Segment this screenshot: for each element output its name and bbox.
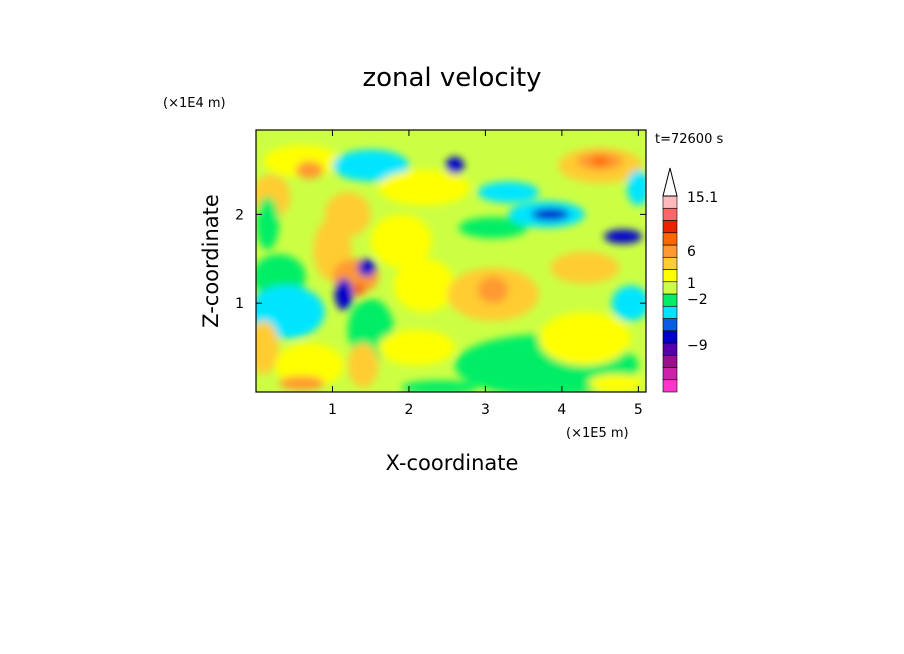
field-region (538, 312, 631, 366)
field-region (458, 217, 528, 239)
colorbar: 15.1 6 1−2 −9 (662, 167, 718, 393)
field-region (275, 343, 344, 388)
field-region (603, 229, 643, 244)
y-scale-note: (×1E4 m) (163, 96, 226, 111)
chart-title: zonal velocity (362, 63, 541, 93)
y-tick-label: 1 (235, 296, 244, 312)
field-region (378, 169, 471, 206)
field-region (256, 320, 279, 375)
colorbar-extend-arrow (662, 167, 678, 197)
colorbar-label: 15.1 (687, 190, 718, 206)
x-tick-label: 2 (404, 402, 413, 418)
x-axis-label: X-coordinate (386, 451, 519, 475)
x-tick-label: 1 (328, 402, 337, 418)
y-axis-label: Z-coordinate (199, 194, 223, 328)
field-region (477, 276, 509, 304)
colorbar-segment (662, 256, 678, 270)
field-region (393, 258, 455, 313)
colorbar-segment (662, 318, 678, 332)
field-region (550, 251, 620, 284)
colorbar-segment (662, 269, 678, 283)
colorbar-segment (662, 220, 678, 234)
x-tick-label: 5 (634, 402, 643, 418)
field-region (445, 156, 464, 175)
plot-frame (255, 129, 647, 393)
field-region (256, 196, 279, 250)
y-axis-ticks: 12 (235, 207, 646, 312)
colorbar-segment (662, 244, 678, 258)
colorbar-label: 1 (687, 276, 696, 292)
field-region (378, 329, 455, 366)
colorbar-segment (662, 195, 678, 209)
x-tick-label: 3 (481, 402, 490, 418)
field-region (611, 285, 646, 321)
colorbar-segment (662, 354, 678, 368)
colorbar-segment (662, 367, 678, 381)
field-region (588, 374, 643, 392)
colorbar-segment (662, 207, 678, 221)
colorbar-segment (662, 342, 678, 356)
plot-field (256, 130, 646, 392)
field-region (295, 161, 324, 179)
y-tick-label: 2 (235, 207, 244, 223)
colorbar-segment (662, 281, 678, 295)
colorbar-segment (662, 232, 678, 246)
x-tick-label: 4 (557, 402, 566, 418)
colorbar-label: −9 (687, 338, 708, 354)
colorbar-segment (662, 305, 678, 319)
field-region (477, 181, 539, 203)
field-region (590, 156, 610, 166)
field-region (356, 282, 363, 297)
colorbar-label: −2 (687, 292, 708, 308)
colorbar-segment (662, 293, 678, 307)
field-region (347, 343, 379, 388)
field-region (278, 376, 325, 391)
colorbar-segment (662, 330, 678, 344)
colorbar-segment (662, 379, 678, 393)
field-region (256, 285, 325, 339)
x-scale-note: (×1E5 m) (566, 426, 629, 441)
field-region (401, 380, 478, 392)
field-region (531, 208, 570, 221)
field-region (626, 169, 646, 206)
time-label: t=72600 s (655, 132, 723, 147)
colorbar-label: 6 (687, 244, 696, 260)
field-region (370, 214, 432, 268)
field-region (357, 258, 377, 277)
field-region (334, 278, 354, 311)
field-region (332, 149, 409, 182)
x-axis-ticks: 1 2 3 4 5 (328, 130, 643, 418)
